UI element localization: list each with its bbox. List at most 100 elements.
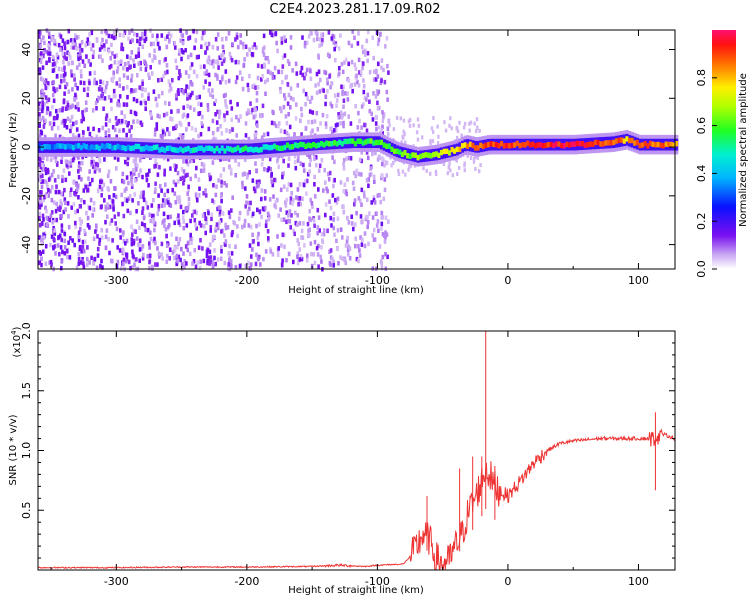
noise-cell [237, 60, 241, 65]
ridge-core [207, 145, 211, 151]
noise-cell [132, 238, 136, 244]
noise-cell [200, 161, 204, 167]
noise-cell [119, 228, 122, 233]
noise-cell [244, 263, 248, 269]
noise-cell [215, 184, 218, 189]
noise-cell [370, 200, 373, 205]
noise-cell [363, 231, 367, 236]
noise-cell [350, 59, 354, 65]
ridge-core [609, 140, 613, 146]
noise-cell [311, 204, 314, 209]
noise-cell [216, 206, 219, 212]
ridge-core [395, 148, 399, 154]
noise-cell [201, 30, 205, 36]
noise-cell [112, 193, 116, 198]
noise-cell [178, 199, 182, 204]
noise-cell [374, 94, 378, 99]
noise-cell [430, 126, 434, 131]
noise-cell [230, 57, 234, 63]
noise-cell [316, 225, 320, 230]
noise-cell [160, 241, 164, 247]
noise-cell [303, 75, 306, 81]
noise-cell [67, 214, 70, 219]
noise-cell [46, 156, 49, 162]
x-tick-label: 0 [504, 575, 511, 588]
noise-cell [235, 114, 238, 120]
noise-cell [66, 102, 70, 108]
noise-cell [376, 193, 380, 198]
noise-cell [192, 259, 196, 264]
noise-cell [153, 132, 157, 137]
noise-cell [380, 214, 384, 220]
noise-cell [304, 102, 307, 107]
noise-cell [149, 112, 153, 117]
noise-cell [106, 214, 109, 219]
noise-cell [289, 86, 293, 91]
noise-cell [237, 216, 241, 221]
noise-cell [207, 72, 211, 78]
noise-cell [61, 249, 64, 255]
noise-cell [51, 155, 55, 160]
noise-cell [220, 53, 223, 58]
noise-cell [193, 248, 196, 253]
noise-cell [303, 243, 306, 248]
noise-cell [53, 178, 57, 183]
ridge-core [536, 142, 540, 148]
noise-cell [116, 120, 120, 125]
noise-cell [63, 78, 66, 83]
noise-cell [78, 161, 81, 166]
noise-cell [96, 162, 100, 168]
noise-cell [305, 258, 309, 263]
noise-cell [47, 193, 50, 198]
noise-cell [194, 127, 198, 133]
noise-cell [61, 174, 64, 180]
noise-cell [86, 92, 89, 98]
noise-cell [162, 219, 165, 224]
noise-cell [289, 105, 292, 110]
noise-cell [111, 259, 114, 264]
noise-cell [448, 123, 451, 128]
noise-cell [53, 231, 57, 236]
noise-cell [315, 71, 319, 77]
noise-cell [283, 35, 286, 40]
noise-cell [77, 107, 80, 112]
noise-cell [381, 119, 384, 123]
ridge-core [215, 145, 219, 152]
noise-cell [376, 74, 380, 79]
noise-cell [52, 86, 55, 91]
noise-cell [151, 213, 154, 219]
noise-cell [313, 260, 317, 266]
noise-cell [58, 84, 62, 90]
noise-cell [148, 230, 152, 235]
noise-cell [71, 87, 74, 92]
noise-cell [132, 241, 136, 246]
ridge-core [173, 147, 177, 153]
noise-cell [77, 230, 81, 235]
noise-cell [250, 254, 253, 259]
noise-cell [63, 45, 67, 51]
ridge-core [236, 145, 240, 151]
noise-cell [479, 163, 482, 168]
ridge-core [241, 146, 245, 152]
ridge-core [445, 148, 449, 154]
snr-y-ticks: 0.51.01.52.0 [20, 322, 675, 559]
noise-cell [70, 114, 74, 120]
ridge-core [474, 145, 477, 151]
noise-cell [164, 182, 167, 187]
noise-cell [53, 228, 56, 233]
noise-cell [236, 224, 239, 229]
noise-cell [308, 162, 312, 167]
noise-cell [124, 241, 127, 246]
noise-cell [257, 256, 260, 262]
noise-cell [380, 173, 384, 179]
noise-cell [167, 31, 171, 36]
noise-cell [256, 85, 260, 90]
noise-cell [87, 176, 90, 181]
noise-cell [372, 237, 376, 242]
noise-cell [199, 223, 203, 228]
noise-cell [63, 187, 66, 193]
noise-cell [130, 174, 134, 180]
noise-cell [181, 33, 184, 38]
noise-cell [380, 221, 384, 227]
noise-cell [153, 189, 157, 194]
